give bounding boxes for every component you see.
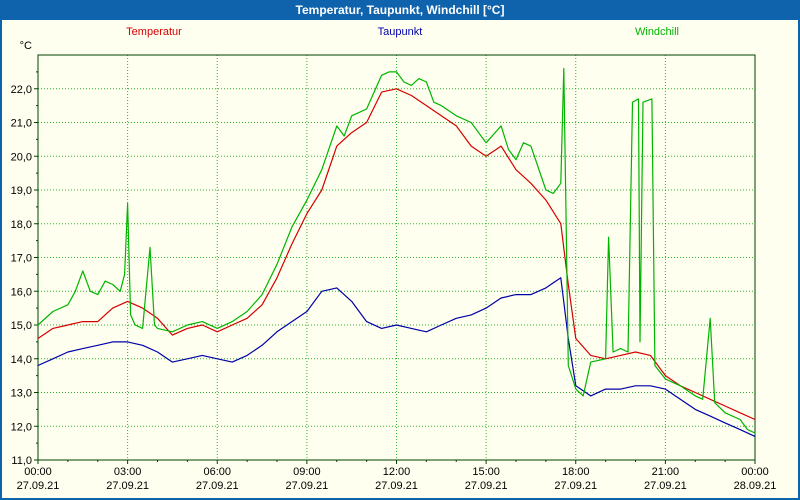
legend-temperatur: Temperatur bbox=[126, 26, 182, 38]
svg-text:00:00: 00:00 bbox=[741, 466, 769, 478]
svg-text:12:00: 12:00 bbox=[383, 466, 411, 478]
svg-text:17,0: 17,0 bbox=[11, 253, 32, 265]
svg-text:28.09.21: 28.09.21 bbox=[734, 480, 777, 492]
svg-text:21:00: 21:00 bbox=[652, 466, 680, 478]
svg-text:27.09.21: 27.09.21 bbox=[644, 480, 687, 492]
svg-text:27.09.21: 27.09.21 bbox=[196, 480, 239, 492]
svg-text:27.09.21: 27.09.21 bbox=[17, 480, 60, 492]
svg-text:°C: °C bbox=[20, 40, 32, 52]
svg-text:27.09.21: 27.09.21 bbox=[554, 480, 597, 492]
svg-text:22,0: 22,0 bbox=[11, 84, 32, 96]
svg-text:18:00: 18:00 bbox=[562, 466, 590, 478]
svg-text:16,0: 16,0 bbox=[11, 286, 32, 298]
svg-text:09:00: 09:00 bbox=[293, 466, 321, 478]
svg-text:13,0: 13,0 bbox=[11, 388, 32, 400]
window-title: Temperatur, Taupunkt, Windchill [°C] bbox=[295, 3, 505, 17]
svg-text:21,0: 21,0 bbox=[11, 118, 32, 130]
legend-taupunkt: Taupunkt bbox=[377, 26, 423, 38]
svg-text:11,0: 11,0 bbox=[11, 455, 32, 467]
window-titlebar: Temperatur, Taupunkt, Windchill [°C] bbox=[0, 0, 800, 20]
legend-windchill: Windchill bbox=[634, 26, 680, 38]
svg-text:20,0: 20,0 bbox=[11, 151, 32, 163]
svg-text:27.09.21: 27.09.21 bbox=[285, 480, 328, 492]
svg-text:03:00: 03:00 bbox=[114, 466, 142, 478]
svg-text:06:00: 06:00 bbox=[203, 466, 231, 478]
svg-text:18,0: 18,0 bbox=[11, 219, 32, 231]
svg-text:27.09.21: 27.09.21 bbox=[465, 480, 508, 492]
svg-text:14,0: 14,0 bbox=[11, 354, 32, 366]
svg-text:27.09.21: 27.09.21 bbox=[106, 480, 149, 492]
svg-text:12,0: 12,0 bbox=[11, 421, 32, 433]
svg-text:19,0: 19,0 bbox=[11, 185, 32, 197]
svg-text:15:00: 15:00 bbox=[472, 466, 500, 478]
svg-text:00:00: 00:00 bbox=[24, 466, 52, 478]
svg-text:15,0: 15,0 bbox=[11, 320, 32, 332]
svg-text:27.09.21: 27.09.21 bbox=[375, 480, 418, 492]
